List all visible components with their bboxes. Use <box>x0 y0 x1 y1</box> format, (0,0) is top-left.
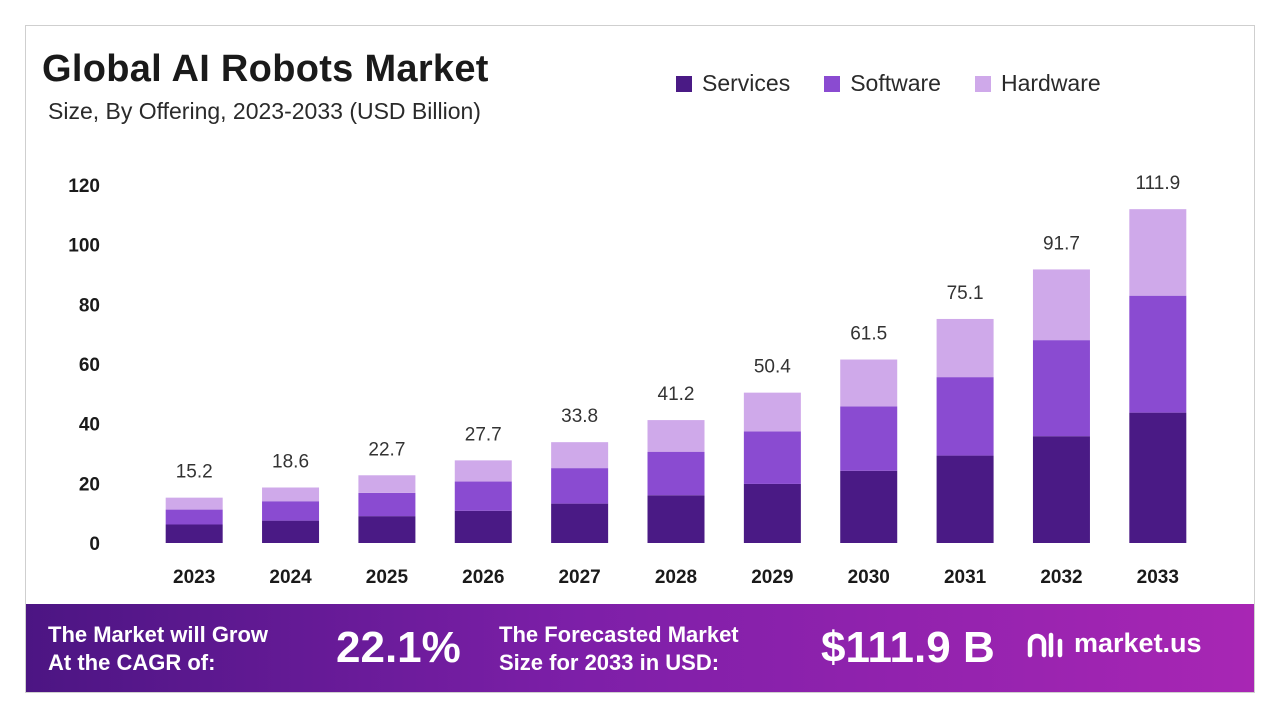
legend-swatch-services <box>676 75 692 92</box>
bar-segment-hardware <box>647 420 705 452</box>
y-tick-label: 20 <box>79 474 100 495</box>
legend-swatch-software <box>824 75 841 92</box>
legend-label-services: Services <box>702 70 791 96</box>
x-tick-label: 2033 <box>1137 567 1179 588</box>
bar-total-label: 27.7 <box>465 424 502 445</box>
chart-card: Global AI Robots Market Size, By Offerin… <box>25 25 1255 693</box>
bar-total-label: 50.4 <box>754 357 791 378</box>
bar-total-label: 75.1 <box>947 283 984 304</box>
y-tick-label: 80 <box>79 295 100 316</box>
bar-segment-software <box>1129 295 1187 413</box>
bar-total-label: 22.7 <box>368 439 405 460</box>
bar-segment-software <box>936 377 994 456</box>
forecast-label-line2: Size for 2033 in USD: <box>499 650 720 675</box>
brand-logo: market.us <box>1026 628 1202 659</box>
x-tick-label: 2028 <box>655 567 697 588</box>
bar-segment-software <box>454 481 512 511</box>
bar-segment-software <box>840 406 898 471</box>
bar-segment-hardware <box>743 392 801 432</box>
chart-subtitle: Size, By Offering, 2023-2033 (USD Billio… <box>48 98 481 124</box>
forecast-label: The Forecasted Market Size for 2033 in U… <box>499 621 739 677</box>
bar-segment-services <box>262 520 320 543</box>
bar-segment-services <box>551 503 609 543</box>
legend-label-hardware: Hardware <box>1000 70 1101 96</box>
legend-item-services: Services <box>676 70 790 97</box>
bar-total-label: 18.6 <box>272 452 309 473</box>
legend-swatch-hardware <box>974 75 991 92</box>
bar-segment-hardware <box>551 442 609 469</box>
x-tick-label: 2029 <box>751 567 793 588</box>
bar-total-label: 61.5 <box>850 324 887 345</box>
bar-segment-services <box>165 524 223 543</box>
x-tick-label: 2027 <box>558 567 600 588</box>
bar-segment-software <box>358 492 416 517</box>
bar-segment-hardware <box>1129 209 1187 296</box>
bar-total-label: 41.2 <box>658 384 695 405</box>
bar-segment-software <box>647 451 705 496</box>
y-tick-label: 0 <box>89 534 100 555</box>
bar-segment-services <box>647 495 705 543</box>
y-tick-label: 120 <box>68 176 100 197</box>
legend-item-software: Software <box>824 70 941 97</box>
forecast-value: $111.9 B <box>821 623 995 672</box>
market-us-logo-icon <box>1027 632 1063 657</box>
cagr-value: 22.1% <box>336 623 461 672</box>
bar-segment-hardware <box>358 475 416 493</box>
x-tick-label: 2026 <box>462 567 504 588</box>
cagr-label-line1: The Market will Grow <box>48 622 269 647</box>
bar-segment-hardware <box>262 487 320 502</box>
bar-segment-hardware <box>165 497 223 510</box>
bar-segment-services <box>743 483 801 543</box>
chart-title: Global AI Robots Market <box>42 48 489 90</box>
bar-segment-software <box>1032 340 1090 437</box>
bar-segment-hardware <box>936 318 994 378</box>
cagr-label-line2: At the CAGR of: <box>48 650 216 675</box>
bar-segment-services <box>358 516 416 543</box>
y-tick-label: 100 <box>68 236 100 257</box>
bar-total-label: 91.7 <box>1043 233 1080 254</box>
legend-item-hardware: Hardware <box>974 70 1101 97</box>
x-tick-label: 2032 <box>1040 567 1082 588</box>
bar-segment-hardware <box>1032 269 1090 341</box>
bar-segment-hardware <box>840 359 898 407</box>
x-tick-label: 2023 <box>173 567 215 588</box>
y-tick-label: 60 <box>79 355 100 376</box>
bar-segment-services <box>1032 436 1090 543</box>
x-tick-label: 2024 <box>269 567 312 588</box>
bar-segment-software <box>551 468 609 504</box>
bar-total-label: 15.2 <box>176 462 213 483</box>
x-tick-label: 2030 <box>848 567 890 588</box>
bar-segment-services <box>454 510 512 543</box>
bar-segment-software <box>165 509 223 525</box>
bar-segment-services <box>840 470 898 543</box>
y-tick-label: 40 <box>79 415 100 436</box>
cagr-label: The Market will Grow At the CAGR of: <box>48 621 268 677</box>
bar-total-label: 33.8 <box>561 406 598 427</box>
summary-banner: The Market will Grow At the CAGR of: 22.… <box>26 604 1254 692</box>
x-tick-label: 2025 <box>366 567 409 588</box>
bar-segment-services <box>936 455 994 543</box>
bar-chart: 0 20 40 60 80 100 120 15.2 2023 18.6 2024 22.7 2025 2… <box>68 173 1187 588</box>
bar-segment-services <box>1129 412 1187 543</box>
legend-label-software: Software <box>850 70 941 96</box>
bar-total-label: 111.9 <box>1135 173 1180 194</box>
legend: Services Software Hardware <box>676 70 1101 97</box>
forecast-label-line1: The Forecasted Market <box>499 622 739 647</box>
bar-segment-software <box>743 431 801 484</box>
bar-segment-software <box>262 501 320 521</box>
x-tick-label: 2031 <box>944 567 987 588</box>
bar-segment-hardware <box>454 460 512 482</box>
brand-name: market.us <box>1074 628 1202 658</box>
